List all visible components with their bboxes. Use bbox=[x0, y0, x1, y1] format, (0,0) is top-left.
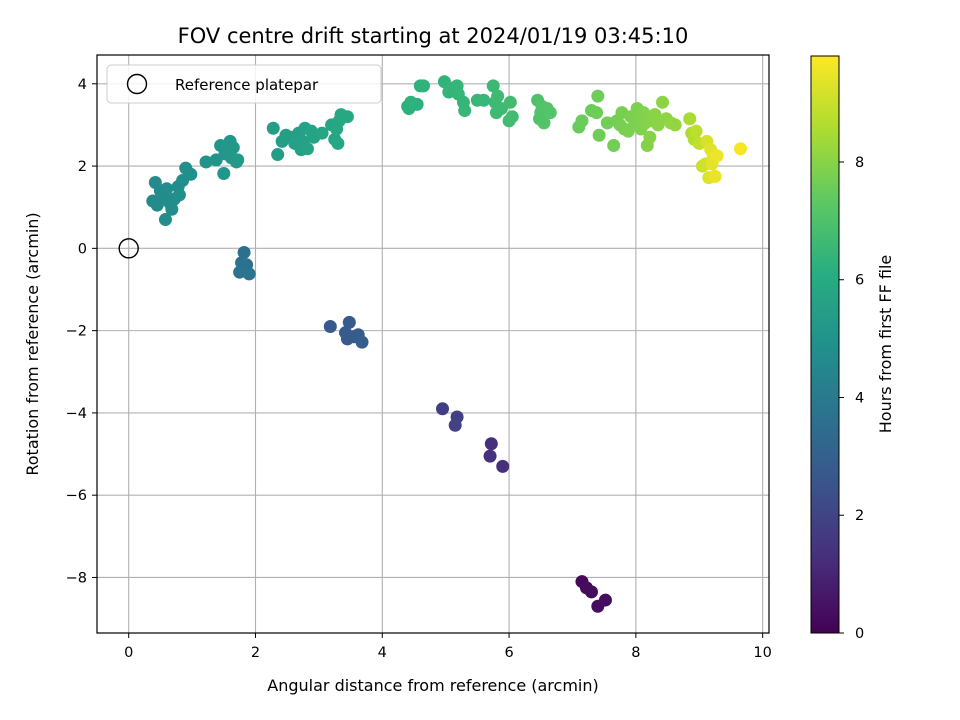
scatter-point bbox=[458, 104, 472, 118]
y-tick-label: −6 bbox=[66, 488, 87, 504]
legend-marker bbox=[126, 73, 148, 95]
scatter-point bbox=[607, 139, 621, 153]
colorbar-tick-label: 2 bbox=[855, 508, 864, 524]
colorbar-tick-label: 4 bbox=[855, 390, 864, 406]
scatter-point bbox=[592, 128, 606, 142]
scatter-point bbox=[505, 110, 519, 124]
scatter-point bbox=[491, 89, 505, 103]
scatter-point bbox=[271, 148, 285, 162]
scatter-point bbox=[503, 95, 517, 109]
colorbar-gradient bbox=[810, 55, 840, 634]
reference-point bbox=[118, 238, 139, 259]
colorbar-ticks: 0 2 4 6 8 bbox=[839, 155, 864, 642]
scatter-point bbox=[342, 315, 356, 329]
scatter-point bbox=[643, 130, 657, 144]
scatter-point bbox=[477, 93, 491, 107]
scatter-point bbox=[410, 97, 424, 111]
scatter-point bbox=[537, 116, 551, 130]
scatter-point bbox=[226, 141, 240, 155]
scatter-point bbox=[315, 126, 329, 140]
colorbar: 0 2 4 6 8 Hours from first FF file bbox=[810, 55, 895, 642]
scatter-point bbox=[598, 593, 612, 607]
y-tick-label: 4 bbox=[78, 77, 87, 93]
x-tick-label: 4 bbox=[378, 645, 387, 661]
scatter-point bbox=[710, 149, 724, 163]
scatter-point bbox=[340, 110, 354, 124]
scatter-point bbox=[355, 335, 369, 349]
y-tick-label: −4 bbox=[66, 406, 87, 422]
colorbar-tick-label: 6 bbox=[855, 273, 864, 289]
legend-entry-reference: Reference platepar bbox=[175, 76, 319, 94]
scatter-point bbox=[733, 142, 747, 156]
scatter-point bbox=[683, 112, 697, 126]
colorbar-tick-label: 0 bbox=[855, 626, 864, 642]
scatter-point bbox=[689, 124, 703, 138]
scatter-point bbox=[496, 459, 510, 473]
y-tick-label: 2 bbox=[78, 159, 87, 175]
colorbar-tick-label: 8 bbox=[855, 155, 864, 171]
x-tick-label: 2 bbox=[251, 645, 260, 661]
scatter-point bbox=[416, 79, 430, 93]
scatter-point bbox=[165, 202, 179, 216]
legend: Reference platepar bbox=[106, 64, 382, 104]
scatter-point bbox=[160, 182, 174, 196]
scatter-point bbox=[648, 108, 662, 122]
scatter-point bbox=[486, 79, 500, 93]
scatter-point bbox=[237, 245, 251, 259]
chart-title: FOV centre drift starting at 2024/01/19 … bbox=[178, 24, 689, 48]
scatter-point bbox=[590, 106, 604, 120]
scatter-point bbox=[483, 449, 497, 463]
x-axis-ticks: 0 2 4 6 8 10 bbox=[124, 633, 772, 661]
plot-frame bbox=[96, 54, 770, 634]
scatter-point bbox=[199, 155, 213, 169]
scatter-point bbox=[668, 118, 682, 132]
y-tick-label: −8 bbox=[66, 570, 87, 586]
scatter-point bbox=[543, 106, 557, 120]
x-tick-label: 6 bbox=[504, 645, 513, 661]
scatter-point bbox=[158, 213, 172, 227]
scatter-point bbox=[266, 121, 280, 135]
scatter-point bbox=[575, 114, 589, 128]
scatter-point bbox=[300, 142, 314, 156]
x-tick-label: 10 bbox=[753, 645, 771, 661]
scatter-point bbox=[217, 166, 231, 180]
scatter-point bbox=[448, 418, 462, 432]
scatter-point bbox=[331, 136, 345, 150]
scatter-point bbox=[584, 585, 598, 599]
scatter-point bbox=[436, 402, 450, 416]
data-points bbox=[146, 75, 747, 613]
scatter-point bbox=[323, 320, 337, 334]
scatter-point bbox=[242, 267, 256, 281]
scatter-point bbox=[591, 89, 605, 103]
scatter-point bbox=[655, 95, 669, 109]
y-tick-label: −2 bbox=[66, 324, 87, 340]
colorbar-label: Hours from first FF file bbox=[876, 255, 895, 434]
y-axis-ticks: −8 −6 −4 −2 0 2 4 bbox=[66, 77, 97, 586]
x-tick-label: 0 bbox=[124, 645, 133, 661]
scatter-point bbox=[708, 169, 722, 183]
x-axis-label: Angular distance from reference (arcmin) bbox=[267, 676, 598, 695]
scatter-point bbox=[184, 167, 198, 181]
grid-lines bbox=[97, 55, 769, 633]
y-tick-label: 0 bbox=[78, 241, 87, 257]
y-axis-label: Rotation from reference (arcmin) bbox=[23, 212, 42, 475]
scatter-point bbox=[231, 153, 245, 167]
scatter-point bbox=[172, 188, 186, 202]
x-tick-label: 8 bbox=[631, 645, 640, 661]
scatter-point bbox=[484, 437, 498, 451]
legend-box bbox=[106, 64, 382, 104]
